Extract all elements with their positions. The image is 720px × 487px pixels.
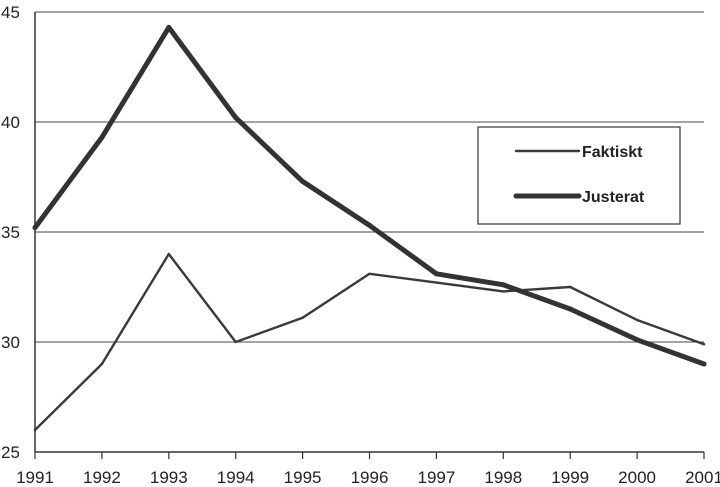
data-point-faktiskt-1995 — [301, 316, 304, 319]
data-point-faktiskt-1994 — [234, 340, 237, 344]
x-tick-label-1991: 1991 — [16, 468, 54, 487]
data-point-justerat-1992 — [99, 134, 105, 140]
y-tick-label-35: 35 — [1, 223, 20, 242]
x-tick-label-2000: 2000 — [618, 468, 656, 487]
legend: Faktiskt Justerat — [477, 126, 681, 225]
x-tick-label-1994: 1994 — [217, 468, 255, 487]
y-tick-labels: 25 30 35 40 45 — [1, 3, 20, 462]
y-tick-label-25: 25 — [1, 443, 20, 462]
x-tick-label-1995: 1995 — [284, 468, 322, 487]
series-lines — [32, 24, 707, 432]
gridlines — [35, 11, 704, 343]
data-point-faktiskt-1993 — [167, 252, 170, 256]
data-point-justerat-1996 — [367, 222, 372, 228]
axes — [34, 12, 705, 459]
data-point-justerat-1999 — [567, 306, 573, 312]
data-point-faktiskt-1998 — [502, 290, 505, 293]
y-tick-label-45: 45 — [1, 3, 20, 22]
legend-box — [477, 126, 681, 225]
x-tick-label-1997: 1997 — [417, 468, 455, 487]
data-point-justerat-1998 — [500, 282, 506, 288]
data-point-faktiskt-1997 — [435, 281, 438, 284]
x-tick-label-2001: 2001 — [685, 468, 720, 487]
legend-label-faktiskt: Faktiskt — [582, 144, 643, 161]
legend-label-justerat: Justerat — [582, 189, 645, 206]
data-point-faktiskt-1992 — [100, 362, 104, 366]
x-tick-labels: 1991 1992 1993 1994 1995 1996 1997 1998 1999 2000… — [16, 468, 720, 487]
data-point-justerat-2000 — [634, 337, 640, 343]
data-point-justerat-1995 — [300, 178, 306, 184]
y-tick-label-30: 30 — [1, 333, 20, 352]
x-tick-label-1998: 1998 — [484, 468, 522, 487]
data-point-justerat-2001 — [701, 361, 707, 367]
data-point-justerat-1994 — [233, 115, 239, 121]
x-tick-label-1992: 1992 — [83, 468, 121, 487]
y-tick-label-40: 40 — [1, 113, 20, 132]
data-point-justerat-1991 — [32, 225, 38, 231]
data-point-faktiskt-2001 — [702, 343, 706, 346]
data-point-faktiskt-2000 — [635, 318, 639, 322]
data-point-faktiskt-1991 — [33, 428, 37, 432]
x-tick-label-1996: 1996 — [351, 468, 389, 487]
x-tick-label-1999: 1999 — [551, 468, 589, 487]
data-point-justerat-1997 — [433, 271, 439, 277]
data-point-faktiskt-1999 — [569, 285, 572, 289]
x-tick-label-1993: 1993 — [150, 468, 188, 487]
data-point-faktiskt-1996 — [368, 272, 371, 275]
data-point-justerat-1993 — [166, 24, 172, 30]
